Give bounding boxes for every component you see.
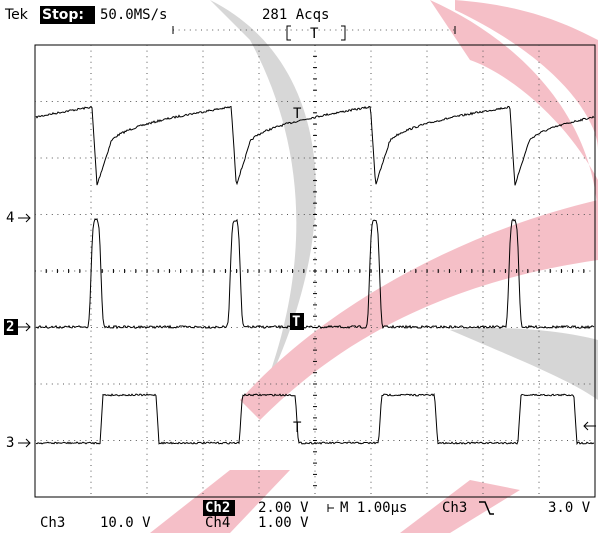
waveform-label: T [292, 314, 300, 330]
watermark [150, 0, 598, 533]
footer: Ch2 2.00 V M 1.00µs Ch3 3.0 V Ch3 10.0 V… [40, 500, 591, 531]
marker-arrow [18, 439, 30, 447]
marker-arrow [18, 214, 30, 222]
bw-icon [328, 504, 334, 512]
acquisition-status: Stop: [42, 7, 84, 23]
waveform [36, 394, 594, 444]
trigger-position: T [310, 26, 319, 42]
sample-rate: 50.0MS/s [100, 7, 167, 23]
scope-screen: Tek Stop: 50.0MS/s 281 Acqs T 4 2 3 T T … [0, 0, 598, 533]
graticule [35, 45, 595, 497]
channel-marker: 3 [6, 435, 14, 451]
waveform-label: T [293, 106, 302, 122]
channel-marker: 4 [6, 210, 14, 226]
trigger-source: Ch3 [442, 500, 467, 516]
trigger-level: 3.0 V [548, 500, 591, 516]
brand: Tek [4, 7, 29, 23]
ch4-label: Ch4 [205, 515, 230, 531]
ch3-label: Ch3 [40, 515, 65, 531]
ch2-scale: 2.00 V [258, 500, 309, 516]
trigger-level-arrow [584, 422, 596, 430]
ch4-scale: 1.00 V [258, 515, 309, 531]
channel-marker: 2 [6, 319, 14, 335]
waveform-label: T [293, 420, 302, 436]
marker-arrow [18, 323, 30, 331]
ch3-scale: 10.0 V [100, 515, 151, 531]
timebase: M 1.00µs [340, 500, 407, 516]
ch2-label: Ch2 [205, 500, 230, 516]
acquisitions: 281 Acqs [262, 7, 329, 23]
